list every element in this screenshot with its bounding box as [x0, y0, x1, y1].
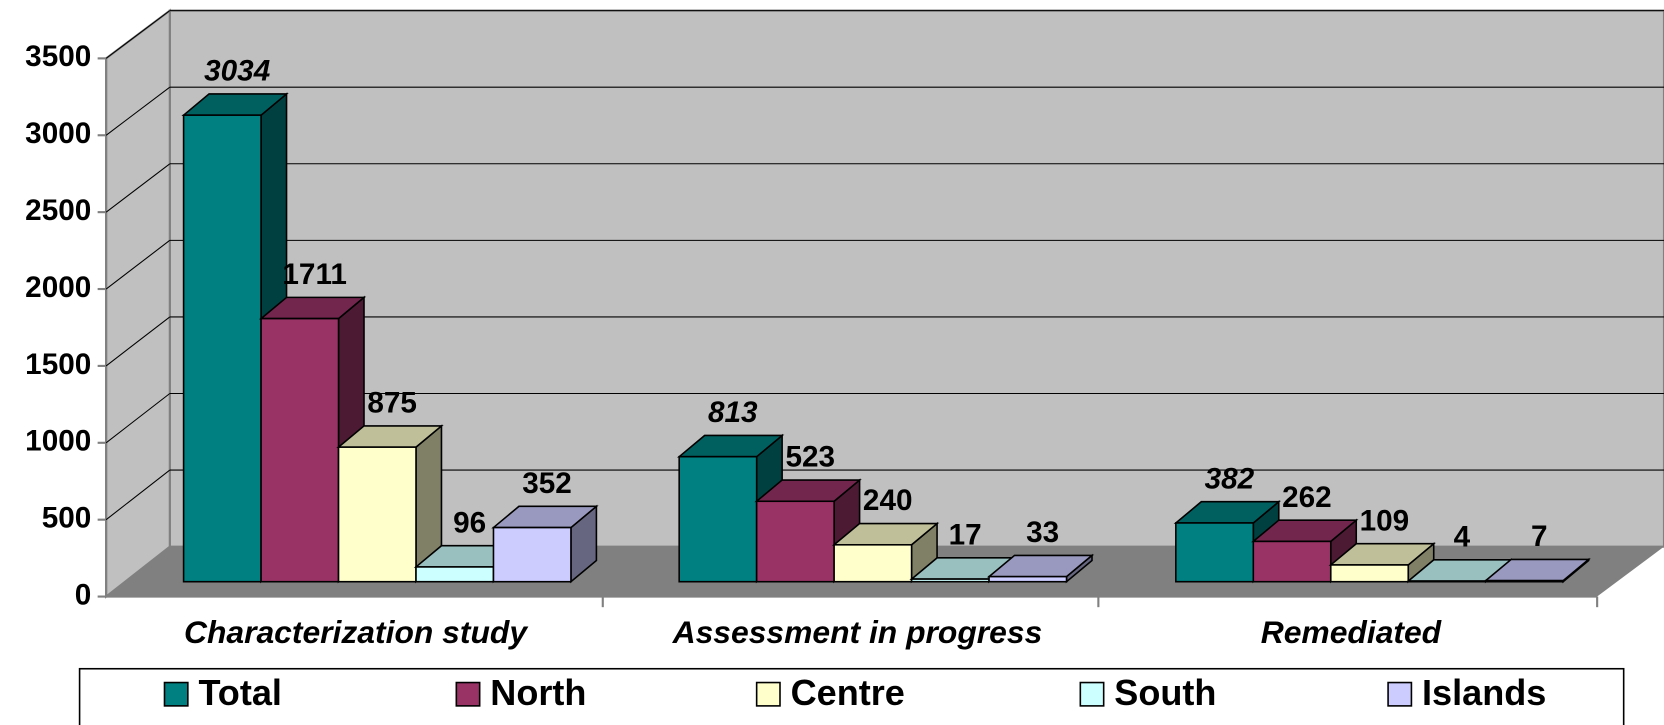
- data-label: 33: [1026, 516, 1059, 549]
- legend-label: Centre: [791, 672, 905, 713]
- bar-front: [492, 526, 572, 583]
- y-tick-label: 3500: [25, 40, 91, 73]
- bar-front: [182, 114, 262, 583]
- bar-front: [1175, 522, 1255, 583]
- bar: [831, 521, 940, 584]
- grid-line: [105, 239, 171, 290]
- grid-line: [105, 86, 171, 136]
- bar: [986, 553, 1095, 584]
- y-tick-label: 2000: [25, 271, 91, 304]
- data-label: 7: [1531, 520, 1548, 553]
- grid-line: [105, 316, 171, 367]
- x-tick-label: Assessment in progress: [672, 614, 1043, 650]
- grid-line: [105, 10, 171, 59]
- bar: [1483, 557, 1591, 584]
- bar-front: [1329, 564, 1410, 583]
- data-label: 382: [1205, 462, 1255, 495]
- legend-swatch: [755, 681, 781, 707]
- bar-front: [260, 317, 340, 583]
- bar-front: [1484, 579, 1564, 583]
- bar: [336, 424, 444, 584]
- grid-line: [105, 393, 171, 444]
- bar-front: [988, 575, 1068, 583]
- y-tick-label: 0: [75, 578, 92, 611]
- bar-front: [678, 455, 758, 583]
- legend: [78, 667, 1625, 725]
- bar: [1328, 542, 1436, 584]
- data-label: 109: [1360, 504, 1410, 537]
- y-tick-label: 500: [42, 502, 92, 535]
- y-tick-label: 3000: [25, 117, 91, 150]
- x-tick-label: Remediated: [1261, 614, 1442, 650]
- legend-label: Islands: [1422, 672, 1546, 713]
- data-label: 813: [708, 396, 758, 429]
- y-tick-label: 1000: [25, 425, 91, 458]
- legend-label: South: [1114, 672, 1216, 713]
- legend-swatch: [1079, 681, 1105, 707]
- data-label: 240: [863, 484, 913, 517]
- data-label: 96: [453, 506, 486, 539]
- grid-line: [105, 469, 171, 521]
- bar-front: [755, 500, 835, 583]
- y-tick-label: 2500: [25, 194, 91, 227]
- data-label: 875: [367, 387, 417, 420]
- legend-label: North: [490, 672, 586, 713]
- data-label: 523: [785, 441, 835, 474]
- bar: [491, 504, 599, 584]
- data-label: 262: [1282, 481, 1332, 514]
- bar-front: [1407, 580, 1487, 583]
- bar-front: [1252, 540, 1332, 583]
- legend-swatch: [1387, 681, 1413, 707]
- y-tick-label: 1500: [25, 348, 91, 381]
- bar-front: [910, 578, 990, 583]
- legend-label: Total: [198, 672, 282, 713]
- data-label: 3034: [204, 55, 271, 88]
- data-label: 17: [949, 518, 982, 551]
- data-label: 1711: [282, 258, 346, 291]
- legend-swatch: [455, 681, 481, 707]
- data-label: 352: [522, 467, 572, 500]
- x-tick-label: Characterization study: [184, 614, 529, 650]
- side-wall: [105, 8, 171, 599]
- bar-front: [415, 566, 495, 583]
- bar-front: [833, 543, 913, 583]
- grid-line: [105, 163, 171, 213]
- legend-swatch: [163, 681, 189, 707]
- data-label: 4: [1454, 520, 1471, 553]
- bar-front: [337, 446, 417, 583]
